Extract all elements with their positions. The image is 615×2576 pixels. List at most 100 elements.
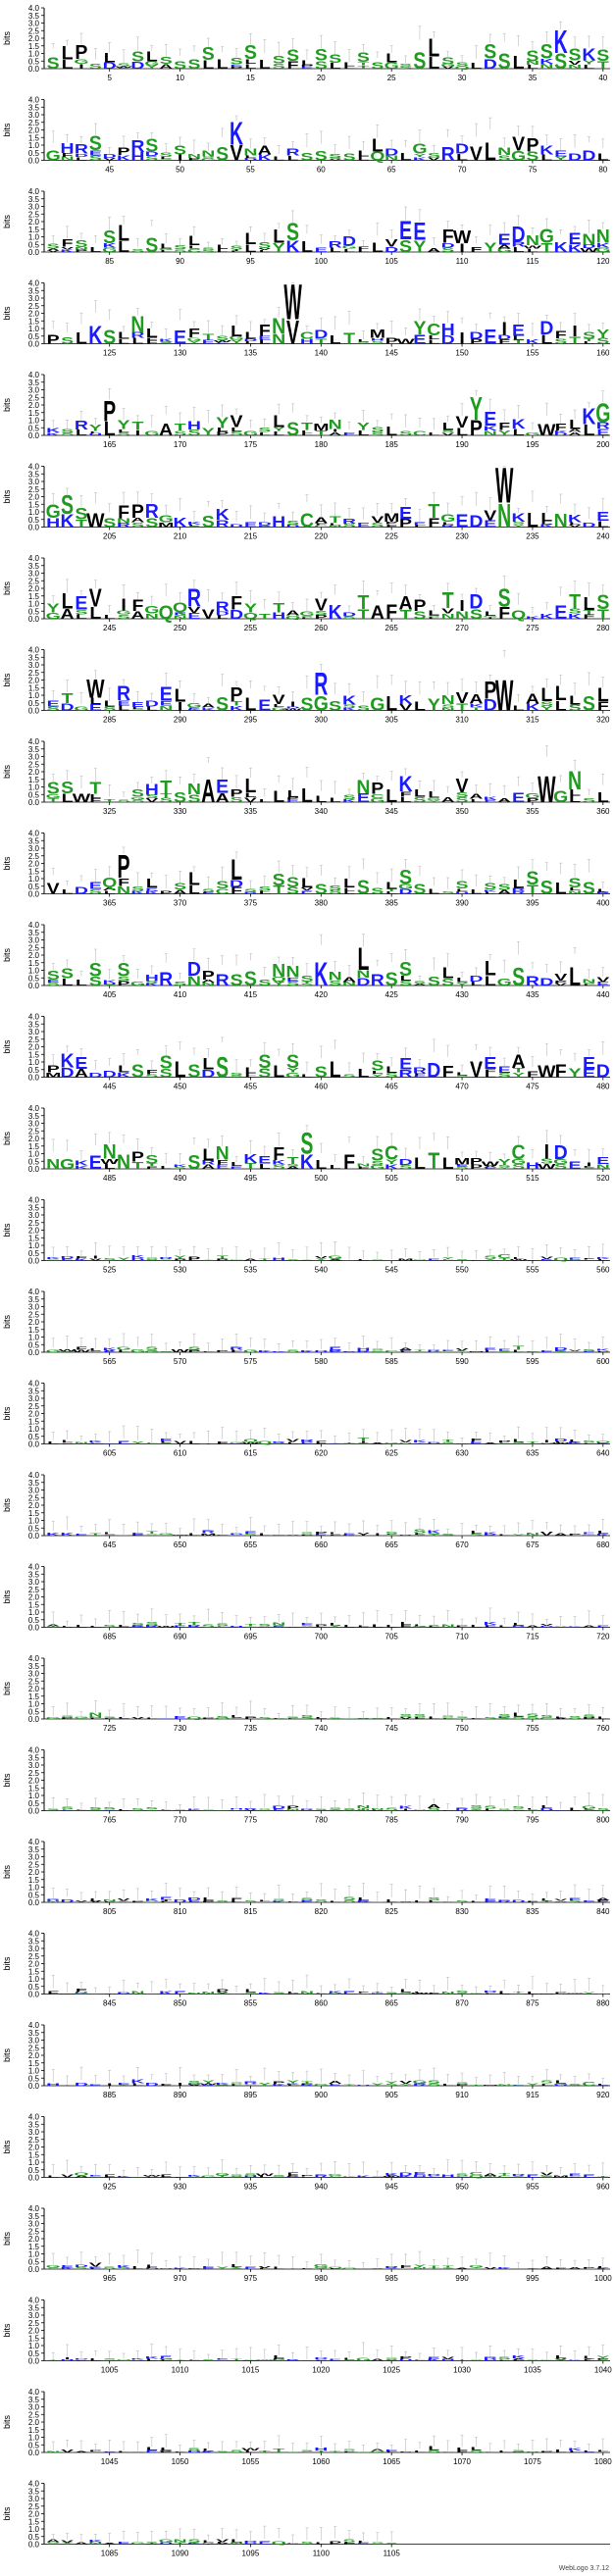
y-axis-label: bits [2, 1223, 12, 1237]
y-tick-label: 0.0 [28, 1898, 40, 1907]
logo-letter: M [370, 328, 385, 340]
logo-letter: L [343, 1624, 356, 1628]
logo-letter: S [145, 155, 158, 162]
logo-letter: S [89, 974, 102, 988]
logo-letter: F [315, 1440, 327, 1445]
logo-letter: Y [286, 2080, 300, 2085]
y-tick-label: 3.5 [28, 1112, 40, 1121]
logo-letter: T [343, 2084, 356, 2086]
logo-letter: H [46, 516, 60, 530]
logo-letter: G [539, 226, 554, 247]
logo-letter: R [46, 1898, 60, 1901]
x-tick-label: 915 [526, 2091, 539, 2099]
logo-letter: S [456, 1259, 469, 1261]
logo-letter: P [187, 1349, 200, 1353]
logo-letter: A [441, 796, 455, 804]
logo-letter: S [174, 60, 186, 72]
logo-letter: S [596, 337, 609, 346]
logo-letter: S [202, 2359, 215, 2361]
x-tick-label: 695 [244, 1633, 258, 1642]
logo-letter: I [65, 2085, 70, 2086]
logo-letter: E [231, 64, 243, 68]
logo-letter: K [103, 1810, 117, 1811]
logo-letter: W [171, 1535, 190, 1536]
logo-letter: W [86, 510, 105, 531]
logo-letter: E [413, 217, 426, 245]
x-tick-label: 675 [526, 1541, 539, 1549]
y-tick-label: 1.5 [28, 592, 40, 601]
x-tick-label: 285 [103, 716, 117, 725]
logo-letter: L [330, 523, 342, 526]
logo-letter: P [413, 597, 426, 615]
logo-letter: G [412, 1626, 427, 1628]
logo-letter: S [300, 984, 313, 986]
logo-letter: S [371, 433, 384, 436]
logo-letter: K [46, 431, 61, 436]
logo-letter: T [385, 888, 398, 892]
logo-letter: L [555, 1716, 568, 1718]
logo-letter: K [61, 249, 75, 253]
logo-letter: L [485, 958, 496, 981]
logo-letter: K [427, 1530, 441, 1535]
logo-letter: T [357, 592, 369, 614]
logo-letter: E [174, 1990, 186, 1995]
logo-letter: L [301, 2451, 314, 2452]
y-axis-label: bits [2, 581, 12, 596]
logo-letter: I [233, 249, 238, 251]
logo-letter: F [131, 597, 143, 615]
logo-letter: N [88, 1716, 102, 1718]
logo-letter: T [428, 1147, 440, 1174]
logo-letter: A [130, 610, 144, 622]
logo-letter: V [47, 880, 60, 897]
y-tick-label: 0.0 [28, 798, 40, 807]
logo-letter: Q [553, 1256, 568, 1261]
y-tick-label: 2.0 [28, 2144, 40, 2152]
logo-letter: H [88, 432, 102, 435]
logo-letter: Y [583, 1992, 596, 1995]
logo-letter: F [385, 2175, 397, 2177]
logo-letter: A [371, 2358, 384, 2361]
logo-letter: L [597, 1716, 609, 1720]
logo-letter: P [160, 889, 173, 894]
logo-letter: S [258, 885, 271, 892]
logo-letter: S [441, 56, 454, 67]
logo-letter: S [569, 608, 582, 616]
y-tick-label: 0.0 [28, 2449, 40, 2457]
logo-letter: I [178, 2082, 182, 2087]
logo-letter: I [107, 2082, 112, 2087]
logo-letter: K [526, 615, 540, 619]
logo-letter: L [400, 1621, 412, 1626]
logo-letter: S [286, 2451, 299, 2452]
logo-letter: L [343, 886, 355, 891]
y-tick-label: 3.0 [28, 936, 40, 945]
y-tick-label: 4.0 [28, 1563, 40, 1572]
logo-letter: E [413, 332, 426, 347]
logo-letter: V [103, 2451, 117, 2452]
logo-letter: S [300, 1532, 313, 1535]
logo-letter: L [527, 65, 538, 71]
x-tick-label: 500 [315, 1174, 329, 1183]
logo-letter: L [555, 2449, 567, 2453]
x-tick-label: 740 [315, 1724, 329, 1733]
logo-letter: D [201, 1068, 215, 1080]
y-tick-label: 2.0 [28, 1960, 40, 1969]
y-axis-label: bits [2, 1865, 12, 1880]
logo-letter: S [187, 526, 200, 528]
logo-letter: P [470, 1164, 483, 1171]
logo-letter: S [300, 976, 313, 984]
logo-letter: N [103, 1898, 117, 1901]
logo-letter: S [216, 1535, 229, 1536]
logo-letter: L [89, 1442, 101, 1443]
logo-letter: S [315, 881, 328, 897]
logo-letter: N [61, 156, 75, 162]
logo-letter: L [244, 2085, 257, 2086]
logo-letter: S [61, 778, 74, 797]
logo-letter: S [498, 1164, 511, 1167]
logo-letter: P [526, 136, 538, 157]
logo-letter: I [135, 429, 140, 437]
logo-letter: H [441, 2358, 455, 2361]
logo-letter: L [104, 615, 116, 621]
logo-letter: D [75, 2263, 88, 2267]
logo-letter: P [273, 2081, 285, 2085]
y-tick-label: 3.5 [28, 1295, 40, 1304]
